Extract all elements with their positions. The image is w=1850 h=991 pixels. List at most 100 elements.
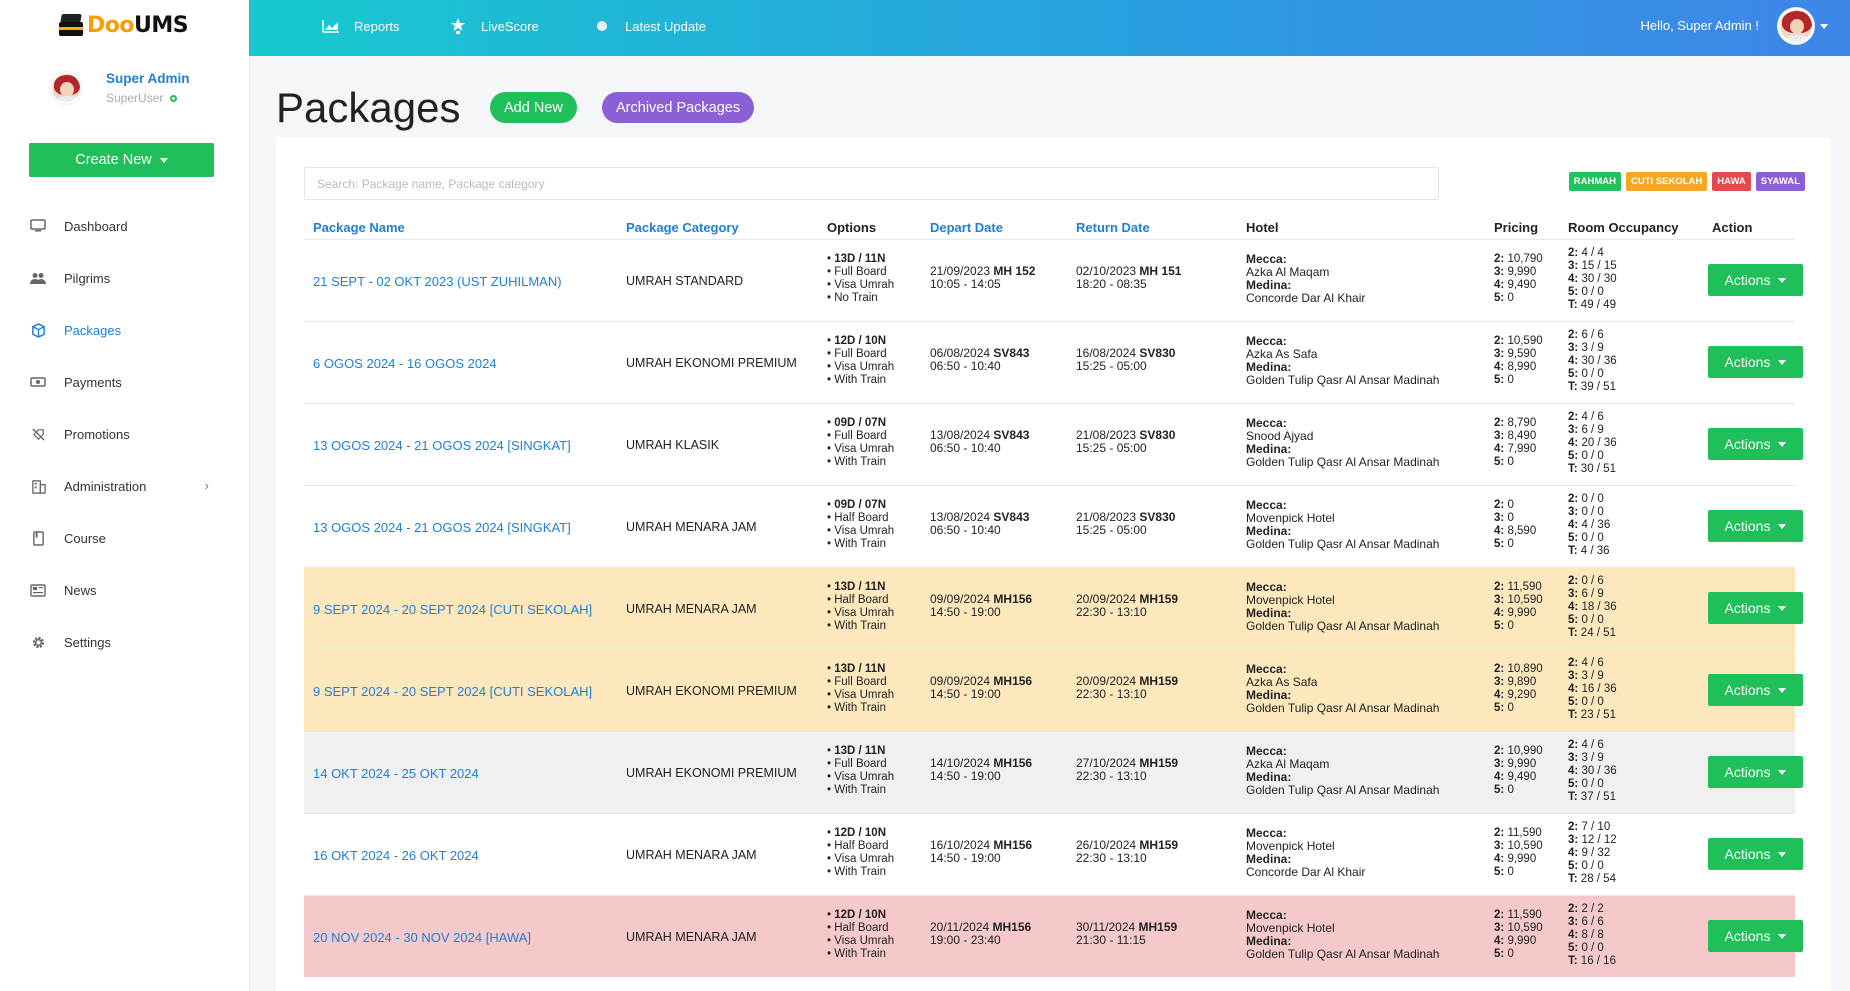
header-depart-date[interactable]: Depart Date bbox=[930, 220, 1003, 235]
room-occupancy: 2: 4 / 4 3: 15 / 15 4: 30 / 30 5: 0 / 0 T: 4… bbox=[1568, 247, 1617, 311]
avatar[interactable] bbox=[50, 72, 82, 104]
actions-button[interactable]: Actions bbox=[1708, 346, 1803, 378]
package-name-link[interactable]: 13 OGOS 2024 - 21 OGOS 2024 [SINGKAT] bbox=[313, 520, 571, 535]
table-row: 21 SEPT - 02 OKT 2023 (UST ZUHILMAN) UMRA… bbox=[304, 239, 1803, 321]
sidebar-item-administration[interactable]: Administration › bbox=[0, 460, 249, 512]
actions-button[interactable]: Actions bbox=[1708, 838, 1803, 870]
package-name-link[interactable]: 6 OGOS 2024 - 16 OGOS 2024 bbox=[313, 356, 497, 371]
header-return-date[interactable]: Return Date bbox=[1076, 220, 1150, 235]
depart-date: 13/08/2024 SV843 06:50 - 10:40 bbox=[930, 510, 1030, 537]
tag-icon bbox=[30, 426, 46, 442]
user-role: SuperUser bbox=[106, 91, 190, 105]
depart-date: 16/10/2024 MH156 14:50 - 19:00 bbox=[930, 838, 1033, 865]
header-pricing: Pricing bbox=[1494, 220, 1539, 235]
sidebar-item-settings[interactable]: Settings bbox=[0, 616, 249, 668]
caret-down-icon bbox=[1778, 441, 1787, 447]
room-occupancy: 2: 4 / 6 3: 3 / 9 4: 16 / 36 5: 0 / 0 T: 23 … bbox=[1568, 657, 1617, 721]
depart-date: 14/10/2024 MH156 14:50 - 19:00 bbox=[930, 756, 1033, 783]
return-date: 21/08/2023 SV830 15:25 - 05:00 bbox=[1076, 428, 1176, 455]
header-package-name[interactable]: Package Name bbox=[313, 220, 405, 235]
top-navbar: Reports LiveScore Latest Update Hello, S… bbox=[249, 0, 1850, 56]
caret-down-icon bbox=[159, 157, 168, 163]
building-icon bbox=[30, 478, 46, 494]
actions-button[interactable]: Actions bbox=[1708, 264, 1803, 296]
actions-button[interactable]: Actions bbox=[1708, 428, 1803, 460]
package-name-link[interactable]: 9 SEPT 2024 - 20 SEPT 2024 [CUTI SEKOLAH… bbox=[313, 684, 593, 699]
caret-down-icon bbox=[1778, 605, 1787, 611]
depart-date: 20/11/2024 MH156 19:00 - 23:40 bbox=[930, 920, 1032, 947]
package-options: • 12D / 10N • Full Board • Visa Umrah • Wit… bbox=[827, 335, 895, 386]
topnav-latest-update[interactable]: Latest Update bbox=[592, 18, 706, 34]
package-name-link[interactable]: 14 OKT 2024 - 25 OKT 2024 bbox=[313, 766, 479, 781]
user-name[interactable]: Super Admin bbox=[106, 71, 190, 86]
topnav-reports[interactable]: Reports bbox=[321, 18, 400, 34]
package-name-link[interactable]: 20 NOV 2024 - 30 NOV 2024 [HAWA] bbox=[313, 930, 531, 945]
table-row: 6 OGOS 2024 - 16 OGOS 2024 UMRAH EKONOMI … bbox=[304, 321, 1803, 403]
depart-date: 21/09/2023 MH 152 10:05 - 14:05 bbox=[930, 264, 1036, 291]
add-new-button[interactable]: Add New bbox=[490, 92, 577, 123]
hotel-info: Mecca: Azka Al Maqam Medina: Concorde Dar A… bbox=[1246, 252, 1366, 305]
dot-icon bbox=[592, 18, 612, 34]
return-date: 30/11/2024 MH159 21:30 - 11:15 bbox=[1076, 920, 1178, 947]
package-name-link[interactable]: 13 OGOS 2024 - 21 OGOS 2024 [SINGKAT] bbox=[313, 438, 571, 453]
actions-button[interactable]: Actions bbox=[1708, 592, 1803, 624]
package-options: • 09D / 07N • Half Board • Visa Umrah • Wit… bbox=[827, 499, 895, 550]
actions-button[interactable]: Actions bbox=[1708, 756, 1803, 788]
archived-packages-button[interactable]: Archived Packages bbox=[602, 92, 755, 123]
actions-button[interactable]: Actions bbox=[1708, 920, 1803, 952]
greeting-text: Hello, Super Admin ! bbox=[1640, 18, 1759, 33]
return-date: 16/08/2024 SV830 15:25 - 05:00 bbox=[1076, 346, 1176, 373]
caret-down-icon bbox=[1778, 523, 1787, 529]
return-date: 21/08/2023 SV830 15:25 - 05:00 bbox=[1076, 510, 1176, 537]
top-avatar[interactable] bbox=[1778, 8, 1814, 44]
room-occupancy: 2: 7 / 10 3: 12 / 12 4: 9 / 32 5: 0 / 0 T: 2… bbox=[1568, 821, 1617, 885]
legend-hawa: HAWA bbox=[1712, 172, 1751, 191]
caret-down-icon bbox=[1778, 851, 1787, 857]
actions-button[interactable]: Actions bbox=[1708, 510, 1803, 542]
room-occupancy: 2: 0 / 0 3: 0 / 0 4: 4 / 36 5: 0 / 0 T: 4 / … bbox=[1568, 493, 1611, 557]
package-category: UMRAH EKONOMI PREMIUM bbox=[626, 356, 797, 370]
package-category: UMRAH EKONOMI PREMIUM bbox=[626, 684, 797, 698]
package-category: UMRAH MENARA JAM bbox=[626, 602, 757, 616]
caret-down-icon[interactable] bbox=[1820, 24, 1828, 29]
header-package-category[interactable]: Package Category bbox=[626, 220, 739, 235]
package-options: • 13D / 11N • Full Board • Visa Umrah • Wit… bbox=[827, 745, 895, 796]
table-row: 9 SEPT 2024 - 20 SEPT 2024 [CUTI SEKOLAH… bbox=[304, 649, 1803, 731]
table-header: Package Name Package Category Options De… bbox=[304, 213, 1795, 239]
sidebar-item-course[interactable]: Course bbox=[0, 512, 249, 564]
caret-down-icon bbox=[1778, 277, 1787, 283]
package-name-link[interactable]: 9 SEPT 2024 - 20 SEPT 2024 [CUTI SEKOLAH… bbox=[313, 602, 593, 617]
pricing-info: 2: 10,590 3: 9,590 4: 8,990 5: 0 bbox=[1494, 335, 1543, 386]
actions-button[interactable]: Actions bbox=[1708, 674, 1803, 706]
package-options: • 12D / 10N • Half Board • Visa Umrah • Wit… bbox=[827, 909, 895, 960]
sidebar-item-payments[interactable]: Payments bbox=[0, 356, 249, 408]
table-row: 13 OGOS 2024 - 21 OGOS 2024 [SINGKAT] UMR… bbox=[304, 403, 1803, 485]
packages-table: 21 SEPT - 02 OKT 2023 (UST ZUHILMAN) UMRA… bbox=[304, 239, 1803, 977]
caret-down-icon bbox=[1778, 359, 1787, 365]
package-category: UMRAH MENARA JAM bbox=[626, 930, 757, 944]
return-date: 20/09/2024 MH159 22:30 - 13:10 bbox=[1076, 592, 1179, 619]
sidebar-item-news[interactable]: News bbox=[0, 564, 249, 616]
sidebar-item-dashboard[interactable]: Dashboard bbox=[0, 200, 249, 252]
sidebar: DooUMS Super Admin SuperUser Create New … bbox=[0, 0, 249, 991]
room-occupancy: 2: 0 / 6 3: 6 / 9 4: 18 / 36 5: 0 / 0 T: 24 … bbox=[1568, 575, 1617, 639]
sidebar-item-pilgrims[interactable]: Pilgrims bbox=[0, 252, 249, 304]
create-new-button[interactable]: Create New bbox=[29, 143, 214, 177]
depart-date: 09/09/2024 MH156 14:50 - 19:00 bbox=[930, 674, 1033, 701]
search-input[interactable] bbox=[304, 167, 1439, 200]
logo-text: DooUMS bbox=[87, 12, 189, 38]
cash-icon bbox=[30, 374, 46, 390]
package-category: UMRAH STANDARD bbox=[626, 274, 744, 288]
package-options: • 12D / 10N • Half Board • Visa Umrah • Wit… bbox=[827, 827, 895, 878]
topnav-livescore[interactable]: LiveScore bbox=[448, 18, 539, 34]
sidebar-item-promotions[interactable]: Promotions bbox=[0, 408, 249, 460]
package-category: UMRAH EKONOMI PREMIUM bbox=[626, 766, 797, 780]
return-date: 02/10/2023 MH 151 18:20 - 08:35 bbox=[1076, 264, 1182, 291]
sidebar-item-packages[interactable]: Packages bbox=[0, 304, 249, 356]
depart-date: 13/08/2024 SV843 06:50 - 10:40 bbox=[930, 428, 1030, 455]
pricing-info: 2: 10,990 3: 9,990 4: 9,490 5: 0 bbox=[1494, 745, 1543, 796]
app-logo[interactable]: DooUMS bbox=[58, 12, 189, 38]
package-name-link[interactable]: 16 OKT 2024 - 26 OKT 2024 bbox=[313, 848, 479, 863]
package-name-link[interactable]: 21 SEPT - 02 OKT 2023 (UST ZUHILMAN) bbox=[313, 274, 562, 289]
hotel-info: Mecca: Snood Ajyad Medina: Golden Tulip Qas… bbox=[1246, 416, 1440, 469]
